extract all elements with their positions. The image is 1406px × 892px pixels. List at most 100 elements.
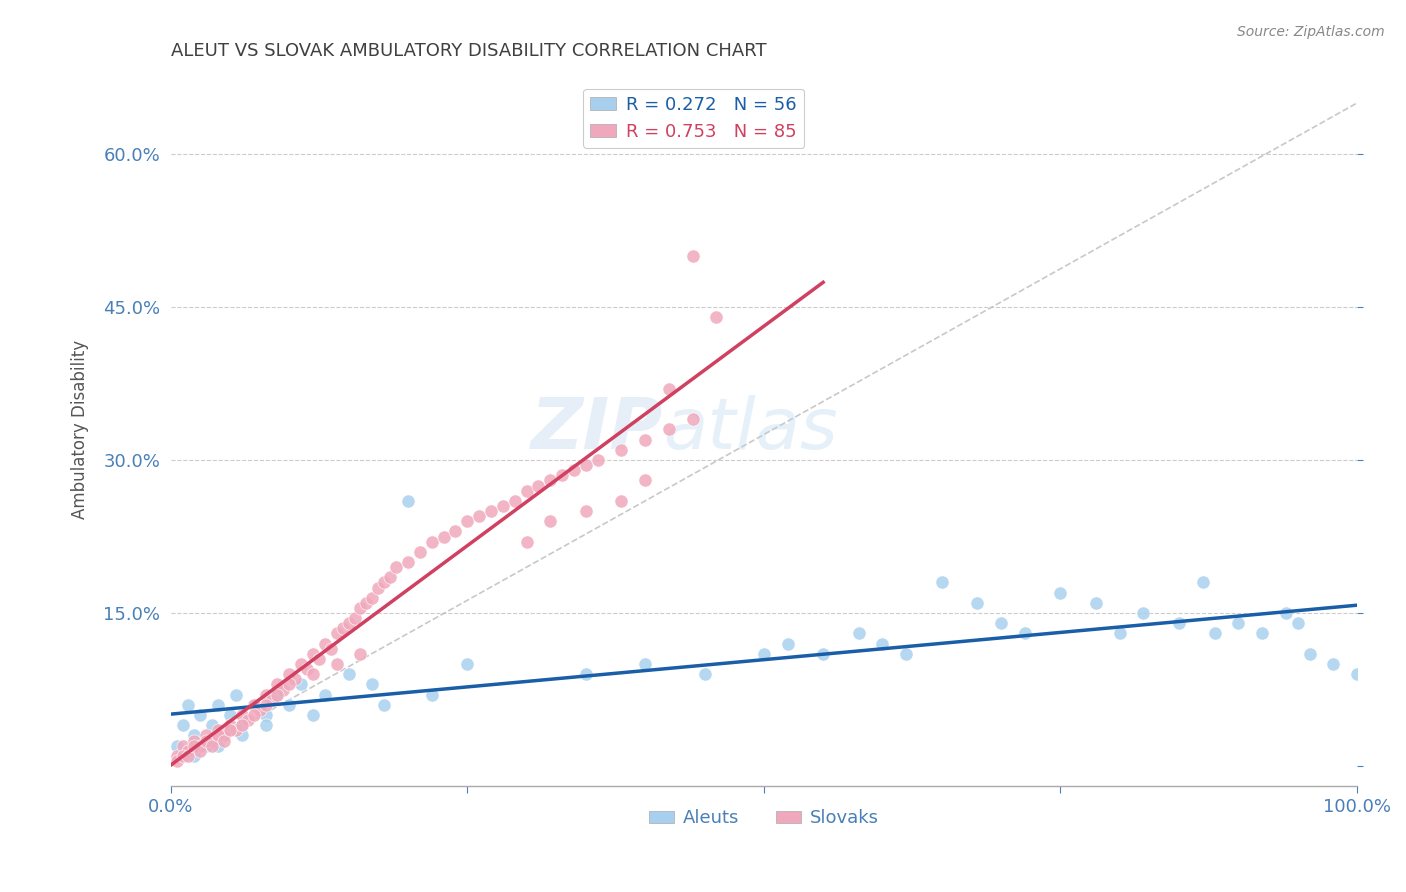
- Point: [356, 596, 378, 610]
- Point: [254, 688, 277, 702]
- Legend: Aleuts, Slovaks: Aleuts, Slovaks: [641, 802, 886, 835]
- Point: [225, 723, 247, 738]
- Text: ALEUT VS SLOVAK AMBULATORY DISABILITY CORRELATION CHART: ALEUT VS SLOVAK AMBULATORY DISABILITY CO…: [170, 42, 766, 60]
- Point: [278, 667, 301, 681]
- Point: [1049, 585, 1071, 599]
- Point: [166, 748, 188, 763]
- Point: [811, 647, 834, 661]
- Point: [254, 718, 277, 732]
- Point: [456, 514, 478, 528]
- Point: [231, 718, 253, 732]
- Point: [444, 524, 467, 539]
- Point: [1227, 616, 1250, 631]
- Point: [219, 718, 242, 732]
- Point: [188, 744, 211, 758]
- Point: [284, 673, 307, 687]
- Point: [396, 555, 419, 569]
- Point: [195, 729, 218, 743]
- Point: [776, 637, 799, 651]
- Point: [308, 652, 330, 666]
- Point: [1132, 606, 1154, 620]
- Point: [479, 504, 502, 518]
- Point: [326, 657, 349, 671]
- Point: [195, 733, 218, 747]
- Point: [432, 530, 454, 544]
- Point: [183, 733, 205, 747]
- Point: [373, 698, 395, 712]
- Point: [1322, 657, 1344, 671]
- Point: [266, 677, 288, 691]
- Point: [634, 657, 657, 671]
- Point: [266, 688, 288, 702]
- Point: [278, 698, 301, 712]
- Point: [361, 677, 384, 691]
- Point: [1275, 606, 1298, 620]
- Point: [188, 739, 211, 753]
- Point: [212, 729, 235, 743]
- Point: [242, 708, 264, 723]
- Point: [527, 478, 550, 492]
- Point: [562, 463, 585, 477]
- Point: [172, 739, 194, 753]
- Point: [896, 647, 918, 661]
- Point: [207, 723, 229, 738]
- Point: [242, 698, 264, 712]
- Point: [201, 733, 224, 747]
- Point: [195, 739, 218, 753]
- Point: [231, 708, 253, 723]
- Point: [177, 698, 200, 712]
- Point: [385, 560, 408, 574]
- Point: [1108, 626, 1130, 640]
- Point: [212, 733, 235, 747]
- Point: [409, 545, 432, 559]
- Point: [254, 708, 277, 723]
- Point: [456, 657, 478, 671]
- Point: [516, 534, 538, 549]
- Point: [319, 641, 342, 656]
- Point: [201, 718, 224, 732]
- Point: [610, 494, 633, 508]
- Point: [575, 667, 598, 681]
- Point: [966, 596, 988, 610]
- Point: [551, 468, 574, 483]
- Point: [332, 621, 354, 635]
- Point: [503, 494, 526, 508]
- Point: [302, 708, 325, 723]
- Point: [682, 412, 704, 426]
- Point: [172, 718, 194, 732]
- Y-axis label: Ambulatory Disability: Ambulatory Disability: [72, 340, 89, 519]
- Point: [1168, 616, 1191, 631]
- Point: [610, 442, 633, 457]
- Point: [349, 647, 371, 661]
- Point: [752, 647, 775, 661]
- Point: [931, 575, 953, 590]
- Point: [183, 739, 205, 753]
- Point: [231, 729, 253, 743]
- Point: [219, 723, 242, 738]
- Point: [1204, 626, 1226, 640]
- Text: ZIP: ZIP: [530, 395, 664, 464]
- Point: [295, 662, 318, 676]
- Point: [177, 744, 200, 758]
- Point: [990, 616, 1012, 631]
- Point: [254, 698, 277, 712]
- Point: [302, 667, 325, 681]
- Point: [290, 677, 312, 691]
- Point: [242, 698, 264, 712]
- Point: [848, 626, 870, 640]
- Point: [420, 688, 443, 702]
- Point: [872, 637, 894, 651]
- Point: [177, 748, 200, 763]
- Point: [249, 703, 271, 717]
- Point: [172, 748, 194, 763]
- Point: [396, 494, 419, 508]
- Point: [337, 616, 360, 631]
- Point: [343, 611, 366, 625]
- Text: Source: ZipAtlas.com: Source: ZipAtlas.com: [1237, 25, 1385, 39]
- Point: [538, 474, 561, 488]
- Point: [231, 718, 253, 732]
- Point: [266, 688, 288, 702]
- Point: [188, 708, 211, 723]
- Text: atlas: atlas: [664, 395, 838, 464]
- Point: [706, 310, 728, 325]
